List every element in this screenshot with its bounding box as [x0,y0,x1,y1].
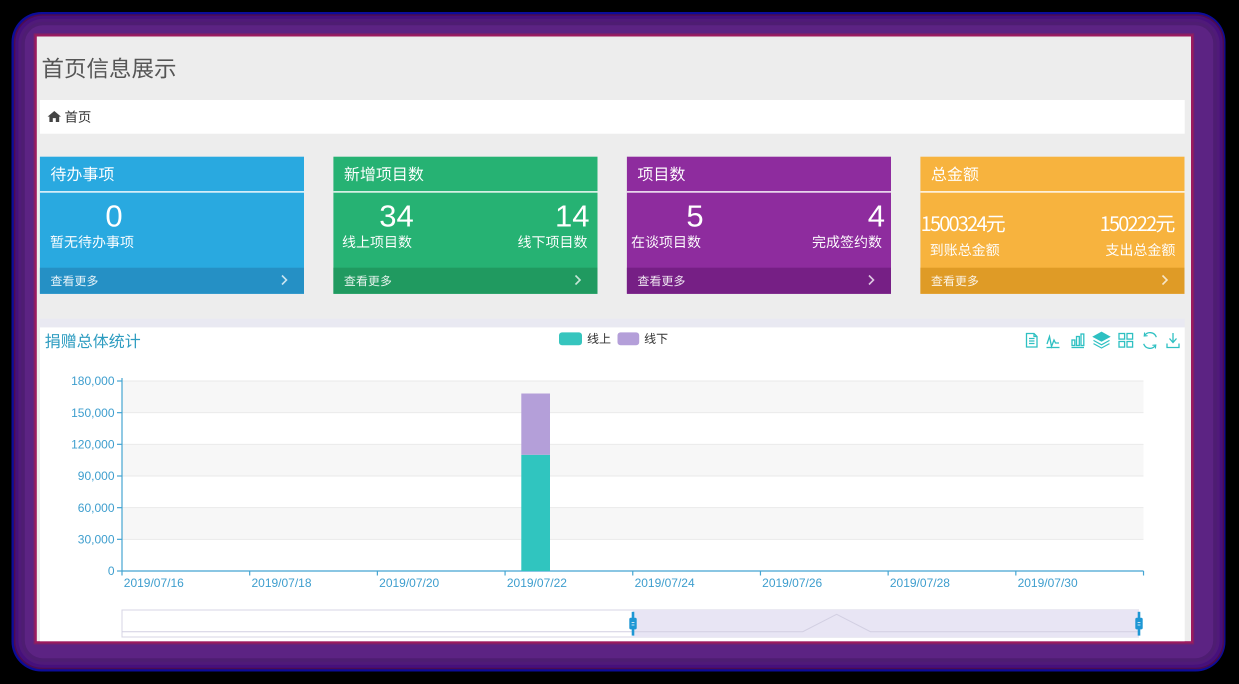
svg-text:34: 34 [379,199,413,234]
svg-text:2019/07/30: 2019/07/30 [1018,576,1078,590]
svg-text:2019/07/28: 2019/07/28 [890,576,950,590]
svg-text:2019/07/16: 2019/07/16 [124,576,184,590]
svg-text:180,000: 180,000 [71,374,115,388]
svg-text:90,000: 90,000 [78,469,115,483]
svg-text:2019/07/20: 2019/07/20 [379,576,439,590]
svg-text:30,000: 30,000 [78,533,115,547]
svg-text:0: 0 [105,199,122,234]
svg-text:4: 4 [868,199,885,234]
svg-text:2019/07/18: 2019/07/18 [251,576,311,590]
svg-text:5: 5 [686,199,703,234]
svg-text:120,000: 120,000 [71,438,115,452]
svg-text:2019/07/24: 2019/07/24 [635,576,695,590]
svg-text:2019/07/26: 2019/07/26 [762,576,822,590]
svg-text:150,000: 150,000 [71,406,115,420]
svg-text:14: 14 [555,199,589,234]
svg-text:60,000: 60,000 [78,501,115,515]
svg-text:0: 0 [108,564,115,578]
svg-text:2019/07/22: 2019/07/22 [507,576,567,590]
